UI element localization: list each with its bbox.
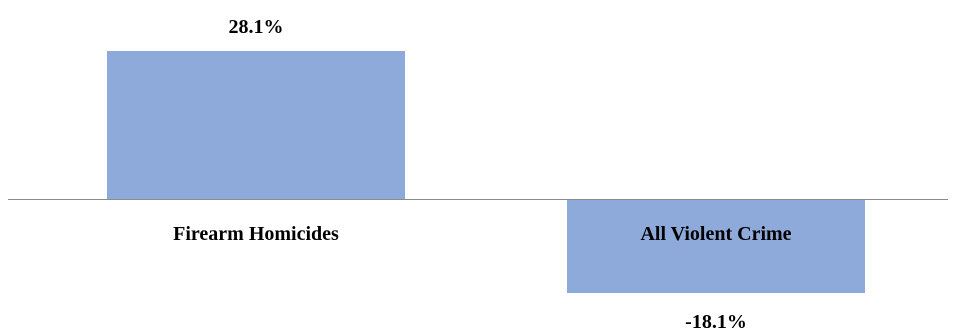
labels-group: Firearm Homicides 28.1% All Violent Crime -… (173, 16, 792, 332)
category-label: Firearm Homicides (173, 223, 339, 245)
data-label: 28.1% (229, 16, 284, 38)
category-label: All Violent Crime (640, 223, 791, 245)
bar-all-violent-crime (567, 199, 865, 293)
bar-firearm-homicides (107, 51, 405, 199)
bars-group (107, 51, 865, 293)
data-label: -18.1% (685, 311, 747, 332)
